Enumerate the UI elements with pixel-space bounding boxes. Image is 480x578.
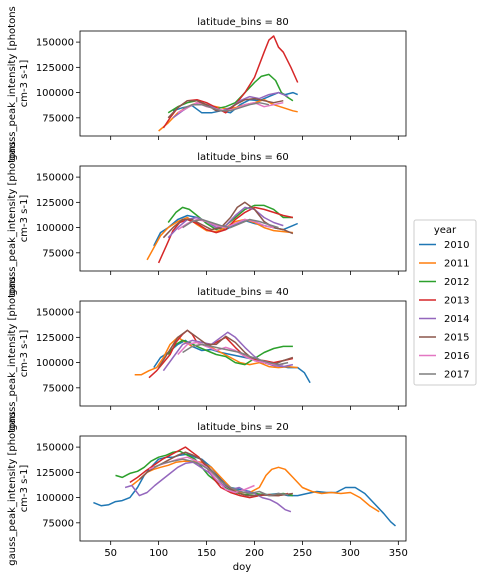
- panel-title: latitude_bins = 40: [197, 287, 289, 298]
- legend-label-2012: 2012: [444, 277, 469, 288]
- panel-frame: [79, 300, 407, 407]
- y-tick-label: 125000: [36, 198, 74, 209]
- legend-label-2016: 2016: [444, 351, 469, 362]
- y-tick-label: 75000: [42, 113, 74, 124]
- y-tick-label: 150000: [36, 443, 74, 454]
- panel-frame: [79, 435, 407, 542]
- x-tick-label: 50: [104, 548, 117, 559]
- series-line-2017: [182, 101, 270, 112]
- series-line-2016: [177, 341, 284, 366]
- series-line-2016: [177, 101, 284, 114]
- series-line-2012: [115, 450, 294, 497]
- y-tick-label: 125000: [36, 333, 74, 344]
- series-line-2011: [146, 216, 293, 261]
- series-line-2012: [167, 339, 293, 366]
- series-group: [158, 35, 299, 132]
- panel-title: latitude_bins = 20: [197, 422, 289, 433]
- y-tick-label: 150000: [36, 38, 74, 49]
- legend-title: year: [434, 225, 457, 236]
- y-tick-label: 75000: [42, 383, 74, 394]
- x-tick-label: 300: [341, 548, 360, 559]
- panel-1: latitude_bins = 60 gauss_peak_intensity […: [7, 141, 407, 296]
- panel-0: latitude_bins = 80 gauss_peak_intensity […: [7, 6, 407, 161]
- y-tick-label: 125000: [36, 468, 74, 479]
- panel-title: latitude_bins = 60: [197, 152, 289, 163]
- y-tick-label: 150000: [36, 173, 74, 184]
- y-tick-label: 150000: [36, 308, 74, 319]
- x-tick-label: 200: [245, 548, 264, 559]
- series-group: [93, 446, 396, 527]
- panel-frame: [79, 30, 407, 137]
- legend-label-2014: 2014: [444, 314, 469, 325]
- y-tick-label: 75000: [42, 248, 74, 259]
- series-line-2013: [162, 35, 299, 129]
- x-tick-label: 350: [389, 548, 408, 559]
- y-tick-label: 100000: [36, 358, 74, 369]
- legend-label-2015: 2015: [444, 333, 469, 344]
- series-group: [134, 329, 311, 384]
- legend-label-2017: 2017: [444, 370, 469, 381]
- legend-label-2013: 2013: [444, 296, 469, 307]
- series-group: [146, 201, 299, 264]
- series-line-2010: [153, 339, 311, 384]
- y-axis-label: gauss_peak_intensity [photonscm-3 s-1]: [7, 276, 30, 430]
- series-line-2017: [182, 343, 289, 366]
- panel-frame: [79, 165, 407, 272]
- series-line-2011: [131, 460, 380, 513]
- legend-label-2011: 2011: [444, 259, 469, 270]
- x-tick-label: 250: [293, 548, 312, 559]
- y-tick-label: 125000: [36, 63, 74, 74]
- series-line-2017: [182, 218, 279, 229]
- legend-box: [413, 219, 477, 386]
- x-tick-label: 150: [197, 548, 216, 559]
- legend: year 2010 2011 2012 2013 2014 2015 2016 2017: [413, 219, 477, 386]
- panel-title: latitude_bins = 80: [197, 17, 289, 28]
- series-line-2013: [157, 206, 294, 264]
- y-axis-label: gauss_peak_intensity [photonscm-3 s-1]: [7, 141, 30, 295]
- y-tick-label: 100000: [36, 493, 74, 504]
- series-line-2014: [124, 461, 292, 513]
- y-axis-label: gauss_peak_intensity [photonscm-3 s-1]: [7, 6, 30, 160]
- panel-2: latitude_bins = 40 gauss_peak_intensity […: [7, 276, 407, 431]
- panel-3: latitude_bins = 20 gauss_peak_intensity […: [7, 411, 408, 565]
- panel-grid: latitude_bins = 80 gauss_peak_intensity […: [7, 6, 408, 565]
- series-line-2017: [153, 458, 289, 497]
- legend-label-2010: 2010: [444, 240, 469, 251]
- y-tick-label: 75000: [42, 518, 74, 529]
- y-axis-label: gauss_peak_intensity [photonscm-3 s-1]: [7, 411, 30, 565]
- x-tick-label: 100: [149, 548, 168, 559]
- y-tick-label: 100000: [36, 223, 74, 234]
- y-tick-label: 100000: [36, 88, 74, 99]
- x-axis-label: doy: [233, 562, 251, 573]
